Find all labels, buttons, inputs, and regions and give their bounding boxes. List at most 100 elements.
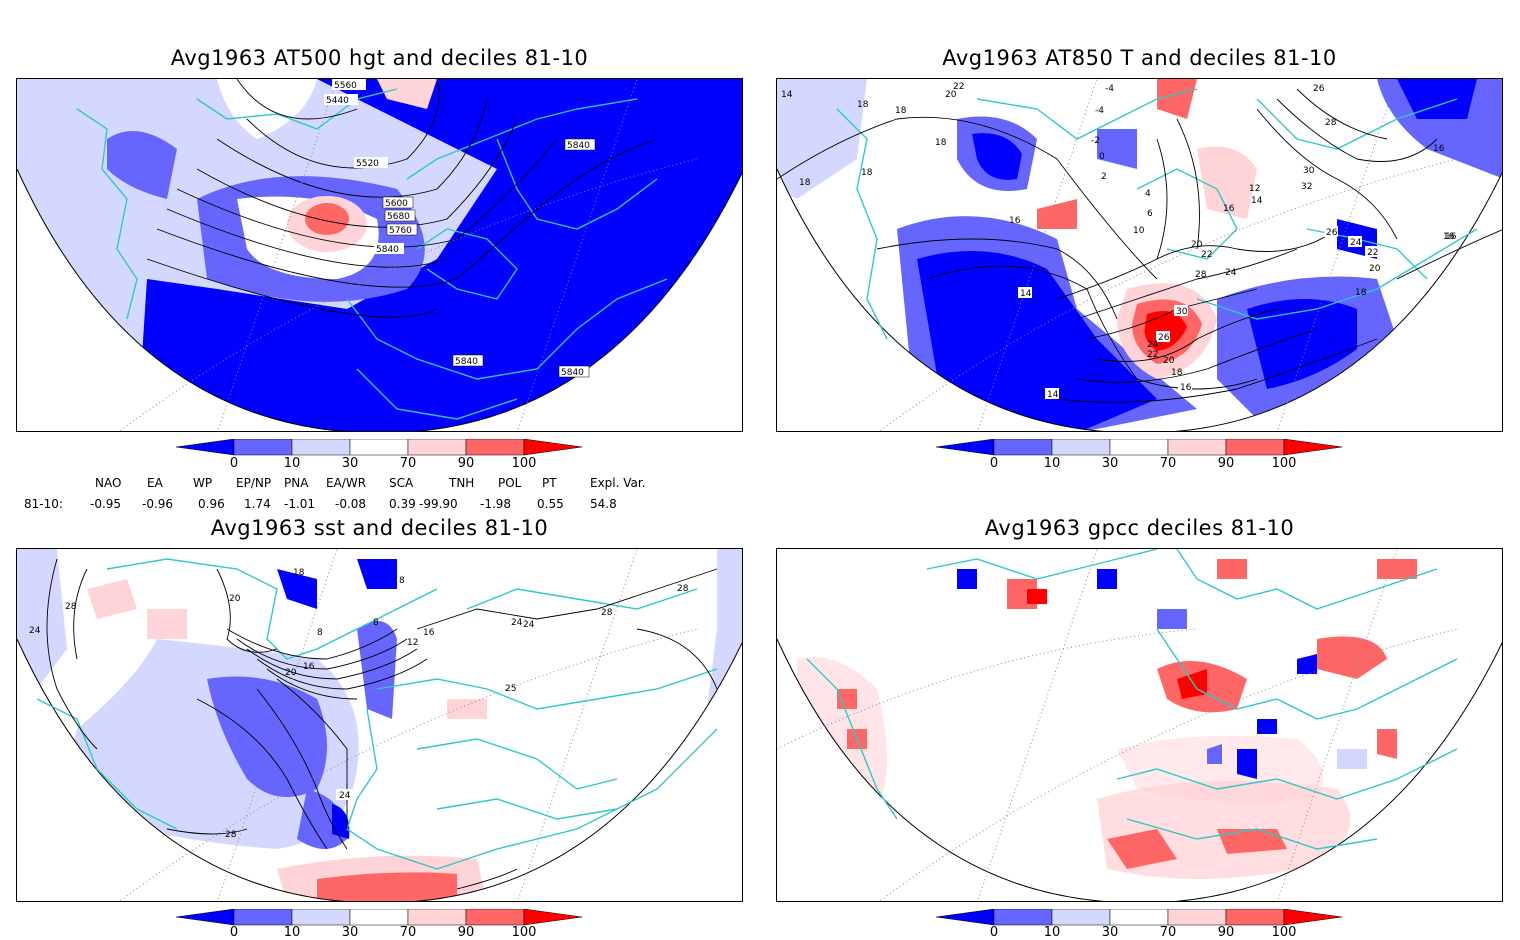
colorbar-top-left: 0 10 30 70 90 100 [175, 438, 586, 475]
land-precip-field [797, 559, 1417, 879]
index-value: -1.01 [284, 497, 316, 511]
index-value: 0.96 [198, 497, 225, 511]
colorbar-arrow-low [935, 438, 995, 456]
contour-label: 26 [1326, 228, 1338, 238]
contour-label: 24 [1147, 340, 1159, 350]
contour-label: 5840 [376, 245, 399, 255]
index-name: NAO [95, 476, 122, 490]
contour-label: -4 [1095, 106, 1104, 116]
colorbar-arrow-low [935, 908, 995, 926]
colorbar-bin [291, 908, 351, 926]
coastlines [836, 88, 1478, 340]
colorbar-top-right: 0 10 30 70 90 100 [935, 438, 1346, 475]
contour-label: -2 [1091, 136, 1100, 146]
colorbar-tick: 0 [989, 925, 999, 940]
colorbar-tick: 30 [341, 456, 359, 471]
colorbar-bin [349, 438, 409, 456]
colorbar-tick: 100 [1271, 925, 1297, 940]
contour-label: 14 [781, 90, 793, 100]
contour-label: 5600 [385, 199, 408, 209]
colorbar-arrow-low [175, 908, 235, 926]
colorbar-tick: 10 [1043, 456, 1061, 471]
colorbar-bin [993, 908, 1053, 926]
contour-label: 26 [1313, 84, 1325, 94]
map-panel-gpcc [776, 548, 1503, 902]
colorbar-bin [1225, 438, 1285, 456]
panel3-title: Avg1963 sst and deciles 81-10 [210, 516, 549, 540]
colorbar-tick: 90 [457, 456, 475, 471]
contour-label: 16 [1180, 383, 1192, 393]
colorbar-bin [1051, 438, 1111, 456]
contour-label: 24 [339, 791, 351, 801]
colorbar-tick: 0 [229, 925, 239, 940]
index-value: 1.74 [244, 497, 271, 511]
height-contours [146, 79, 658, 318]
contour-labels: 14 22 18 18 20 18 -4 -4 -2 0 2 4 6 10 18… [781, 82, 1457, 400]
contour-label: 25 [505, 684, 516, 694]
contour-label: 12 [407, 638, 418, 648]
contour-label: 16 [1009, 216, 1021, 226]
contour-label: 28 [677, 584, 689, 594]
contour-label: 20 [1163, 356, 1175, 366]
contour-label: 24 [511, 618, 523, 628]
contour-label: 18 [1171, 368, 1183, 378]
colorbar-arrow-high [523, 438, 583, 456]
colorbar-tick: 30 [341, 925, 359, 940]
graticule [777, 549, 1458, 901]
map-panel-hgt500: 5560 5440 5520 5600 5680 5760 5840 5840 … [16, 78, 743, 432]
contour-label: 18 [857, 100, 869, 110]
colorbar-tick: 10 [283, 925, 301, 940]
contour-label: 12 [1249, 184, 1260, 194]
colorbar-bin [1109, 908, 1169, 926]
colorbar-arrow-high [1283, 438, 1343, 456]
map-sst: 24 28 20 18 8 8 8 12 16 16 20 24 24 28 2… [17, 549, 742, 901]
contour-label: 5840 [567, 141, 590, 151]
contour-label: 18 [799, 178, 811, 188]
colorbar-tick: 30 [1101, 456, 1119, 471]
contour-labels: 24 28 20 18 8 8 8 12 16 16 20 24 24 28 2… [29, 568, 689, 840]
colorbar-bottom-right: 0 10 30 70 90 100 [935, 908, 1346, 940]
colorbar-tick: 90 [1217, 925, 1235, 940]
colorbar-arrow-high [1283, 908, 1343, 926]
panel4-title: Avg1963 gpcc deciles 81-10 [984, 516, 1295, 540]
map-gpcc [777, 549, 1502, 901]
contour-label: 4 [1145, 189, 1151, 199]
contour-label: 20 [1191, 240, 1203, 250]
contour-label: 18 [1355, 288, 1367, 298]
colorbar-tick: 0 [229, 456, 239, 471]
contour-label: 28 [1195, 270, 1207, 280]
index-name: EP/NP [236, 476, 272, 490]
index-value: 54.8 [590, 497, 617, 511]
colorbar-swatches [935, 438, 1343, 456]
colorbar-tick: 10 [283, 456, 301, 471]
contour-label: 16 [1433, 144, 1445, 154]
contour-label: 16 [423, 628, 435, 638]
colorbar-bin [465, 908, 525, 926]
contour-label: 5560 [334, 81, 357, 91]
contour-label: 20 [1369, 264, 1381, 274]
index-value: -0.96 [142, 497, 174, 511]
map-t850: 14 22 18 18 20 18 -4 -4 -2 0 2 4 6 10 18… [777, 79, 1502, 431]
contour-label: 0 [1099, 152, 1105, 162]
index-value: -1.98 [480, 497, 512, 511]
contour-label: 30 [1303, 166, 1315, 176]
colorbar-bin [1167, 438, 1227, 456]
map-hgt500: 5560 5440 5520 5600 5680 5760 5840 5840 … [17, 79, 742, 431]
colorbar-swatches [175, 908, 583, 926]
colorbar-tick: 10 [1043, 925, 1061, 940]
index-name: EA/WR [326, 476, 367, 490]
contour-label: 24 [29, 626, 41, 636]
contour-label: 18 [895, 106, 907, 116]
contour-label: 14 [1047, 390, 1059, 400]
contour-label: -4 [1105, 84, 1114, 94]
colorbar-tick: 70 [399, 925, 417, 940]
colorbar-bin [233, 908, 293, 926]
colorbar-bin [233, 438, 293, 456]
contour-label: 8 [373, 618, 379, 628]
index-name: PT [542, 476, 557, 490]
index-value: 0.55 [537, 497, 564, 511]
temp-contours [777, 88, 1502, 403]
contour-label: 2 [1101, 172, 1107, 182]
contour-label: 30 [1176, 307, 1188, 317]
contour-label: 5680 [387, 212, 410, 222]
